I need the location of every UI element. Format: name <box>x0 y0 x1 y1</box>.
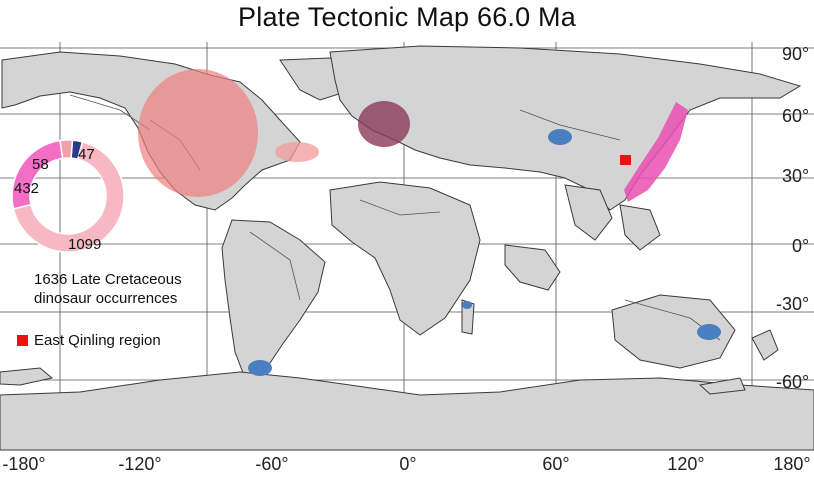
europe-cluster <box>358 101 410 147</box>
africa-landmass <box>329 181 481 336</box>
donut-segment-58 <box>59 139 74 160</box>
donut-label-58: 58 <box>32 156 49 173</box>
east-asia-cluster <box>624 102 688 202</box>
lon-label-minus180: -180° <box>2 454 46 474</box>
map-title: Plate Tectonic Map 66.0 Ma <box>238 2 576 32</box>
australia-point-cluster <box>697 324 721 340</box>
lat-label-90: 90° <box>782 44 810 64</box>
occurrence-donut-chart <box>11 139 125 253</box>
lon-label-60: 60° <box>542 454 570 474</box>
legend-label: East Qinling region <box>34 332 161 349</box>
madagascar-point-cluster <box>462 301 472 309</box>
lon-label-120: 120° <box>667 454 705 474</box>
indian-ocean-plateau-landmass <box>504 244 561 291</box>
legend: East Qinling region <box>17 332 161 349</box>
lat-label-minus60: -60° <box>776 372 810 392</box>
lat-label-30: 30° <box>782 166 810 186</box>
india-landmass <box>564 184 613 241</box>
caption-line-1: 1636 Late Cretaceous <box>34 271 182 288</box>
east-qinling-marker <box>620 155 631 165</box>
lat-label-0: 0° <box>792 236 810 256</box>
lon-label-minus60: -60° <box>255 454 289 474</box>
south-america-point-cluster <box>248 360 272 376</box>
lon-label-0: 0° <box>399 454 417 474</box>
donut-label-432: 432 <box>14 180 40 197</box>
new-zealand-landmass <box>751 329 779 361</box>
occurrence-caption: 1636 Late Cretaceous dinosaur occurrence… <box>34 270 254 308</box>
legend-swatch <box>17 335 28 346</box>
antarctica-landmass <box>0 371 814 451</box>
southern-island-landmass <box>698 377 746 395</box>
australia-landmass <box>611 294 736 369</box>
pacific-island-landmass <box>0 367 54 386</box>
north-america-east-cluster <box>275 142 319 162</box>
occurrence-clusters <box>138 69 721 376</box>
lon-label-180: 180° <box>773 454 811 474</box>
southeast-asia-landmass <box>619 204 661 251</box>
donut-label-47: 47 <box>78 146 95 163</box>
south-america-landmass <box>221 219 326 379</box>
lat-label-60: 60° <box>782 106 810 126</box>
central-asia-point-cluster <box>548 129 572 145</box>
north-america-cluster <box>138 69 258 197</box>
caption-line-2: dinosaur occurrences <box>34 290 178 307</box>
lat-label-minus30: -30° <box>776 294 810 314</box>
donut-segment-1099 <box>12 140 125 253</box>
lon-label-minus120: -120° <box>118 454 162 474</box>
donut-label-1099: 1099 <box>68 236 102 253</box>
